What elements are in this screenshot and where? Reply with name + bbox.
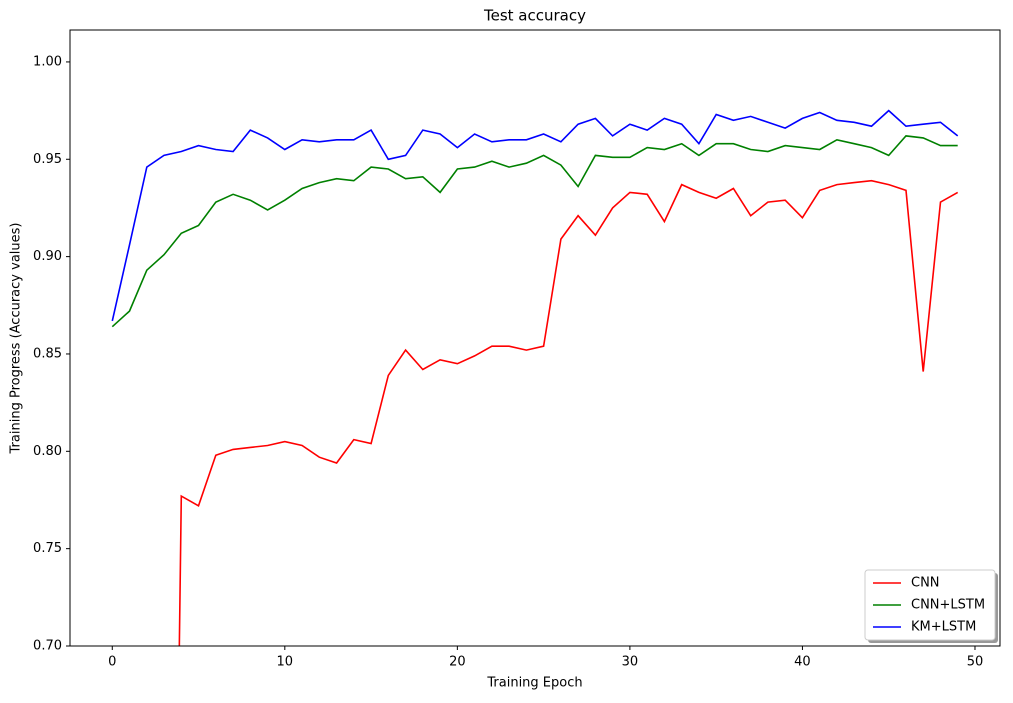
y-tick-label: 0.80: [33, 444, 62, 459]
x-axis-label: Training Epoch: [486, 676, 582, 691]
series-line: [178, 179, 959, 646]
y-axis-label: Training Progress (Accuracy values): [9, 223, 24, 455]
y-tick-label: 0.75: [33, 541, 62, 556]
y-tick-label: 0.90: [33, 249, 62, 264]
x-tick-label: 50: [967, 655, 984, 670]
plot-area: [70, 30, 1000, 646]
legend-box: [864, 569, 996, 641]
y-tick-label: 0.70: [33, 639, 62, 654]
legend-label: CNN: [911, 576, 940, 591]
x-tick-label: 0: [108, 655, 116, 670]
axes-frame: [69, 29, 1001, 647]
y-tick-label: 0.85: [33, 346, 62, 361]
series-line: [111, 135, 958, 328]
x-tick-label: 40: [794, 655, 811, 670]
chart-title: Test accuracy: [483, 7, 586, 25]
y-tick-label: 1.00: [33, 54, 62, 69]
x-tick-label: 10: [277, 655, 294, 670]
x-tick-label: 20: [449, 655, 466, 670]
legend-label: CNN+LSTM: [911, 598, 985, 613]
y-tick-label: 0.95: [33, 152, 62, 167]
series-line: [111, 109, 959, 322]
x-tick-label: 30: [622, 655, 639, 670]
legend-label: KM+LSTM: [911, 620, 976, 635]
plot-lines: [111, 109, 959, 646]
